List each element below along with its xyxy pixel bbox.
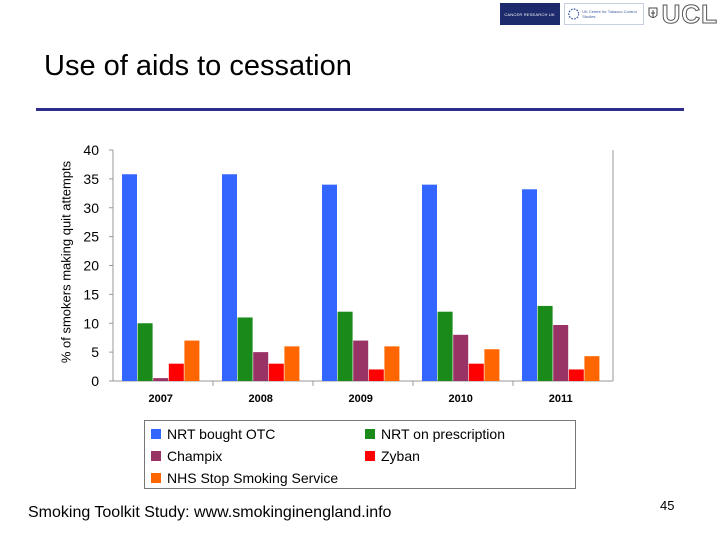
- cancer-research-uk-logo: CANCER RESEARCH UK: [499, 3, 560, 25]
- bar-2009-1: [337, 311, 353, 381]
- x-tick-label: 2007: [148, 393, 172, 405]
- tobacco-control-logo-text: UK Centre for Tobacco Control Studies: [582, 9, 637, 19]
- legend-swatch: [365, 451, 375, 461]
- bar-2007-2: [153, 378, 169, 381]
- x-tick-label: 2011: [549, 393, 573, 405]
- bar-2009-3: [368, 369, 384, 381]
- bar-2007-0: [122, 174, 137, 381]
- title-divider: [36, 108, 684, 111]
- chart-legend: NRT bought OTC NRT on prescription Champix…: [144, 420, 576, 489]
- bar-2008-2: [253, 352, 269, 381]
- legend-swatch: [365, 429, 375, 439]
- legend-label: NRT bought OTC: [167, 426, 276, 442]
- y-tick-label: 5: [91, 344, 99, 360]
- bar-2007-1: [137, 323, 153, 381]
- y-tick-label: 40: [83, 142, 99, 158]
- bar-2007-4: [184, 340, 200, 381]
- bar-chart: 0 5 10 15 20 25 30 35 40 2007 2008 2009 2010 2011: [83, 142, 614, 405]
- bar-2011-3: [568, 369, 584, 381]
- bar-2009-2: [353, 340, 369, 381]
- y-tick-label: 20: [83, 258, 99, 274]
- bar-2011-2: [553, 324, 569, 381]
- x-tick-label: 2008: [248, 393, 272, 405]
- bar-2008-0: [222, 174, 237, 381]
- y-tick-label: 30: [83, 200, 99, 216]
- bar-2010-3: [468, 363, 484, 381]
- legend-item: NRT bought OTC: [151, 423, 365, 445]
- bar-2008-1: [237, 317, 253, 381]
- bar-2010-2: [453, 334, 469, 381]
- y-tick-label: 35: [83, 171, 99, 187]
- bar-2011-4: [584, 356, 600, 381]
- x-tick-label: 2009: [348, 393, 372, 405]
- legend-item: NRT on prescription: [365, 423, 579, 445]
- bar-2008-4: [284, 346, 300, 381]
- y-tick-label: 15: [83, 286, 99, 302]
- bar-2011-0: [522, 189, 537, 381]
- source-footer: Smoking Toolkit Study: www.smokinginengl…: [28, 504, 392, 521]
- bar-2010-1: [437, 311, 453, 381]
- ucl-logo: UCL: [661, 0, 718, 29]
- tobacco-control-mark-icon: [567, 8, 580, 20]
- y-tick-label: 25: [83, 229, 99, 245]
- legend-swatch: [151, 451, 161, 461]
- slide-title: Use of aids to cessation: [44, 50, 352, 82]
- bar-2009-4: [384, 346, 400, 381]
- page-number: 45: [660, 498, 675, 513]
- logo-bar: CANCER RESEARCH UK UK Centre for Tobacco…: [499, 0, 720, 29]
- bar-2007-3: [168, 363, 184, 381]
- bar-2011-1: [537, 305, 553, 381]
- legend-label: NRT on prescription: [381, 426, 505, 442]
- ucl-crest-icon: [648, 7, 658, 18]
- legend-label: NHS Stop Smoking Service: [167, 470, 339, 486]
- bar-2009-0: [322, 184, 337, 381]
- y-tick-label: 0: [91, 373, 99, 389]
- legend-swatch: [151, 429, 161, 439]
- y-tick-label: 10: [83, 315, 99, 331]
- bar-2008-3: [268, 363, 284, 381]
- legend-item: Champix: [151, 445, 365, 467]
- bar-2010-4: [484, 349, 500, 381]
- x-tick-label: 2010: [448, 393, 472, 405]
- legend-label: Zyban: [381, 448, 420, 464]
- legend-swatch: [151, 473, 161, 483]
- bar-2010-0: [422, 184, 437, 381]
- legend-item: Zyban: [365, 445, 579, 467]
- legend-item: NHS Stop Smoking Service: [151, 467, 365, 489]
- tobacco-control-logo: UK Centre for Tobacco Control Studies: [563, 3, 644, 25]
- legend-label: Champix: [167, 448, 223, 464]
